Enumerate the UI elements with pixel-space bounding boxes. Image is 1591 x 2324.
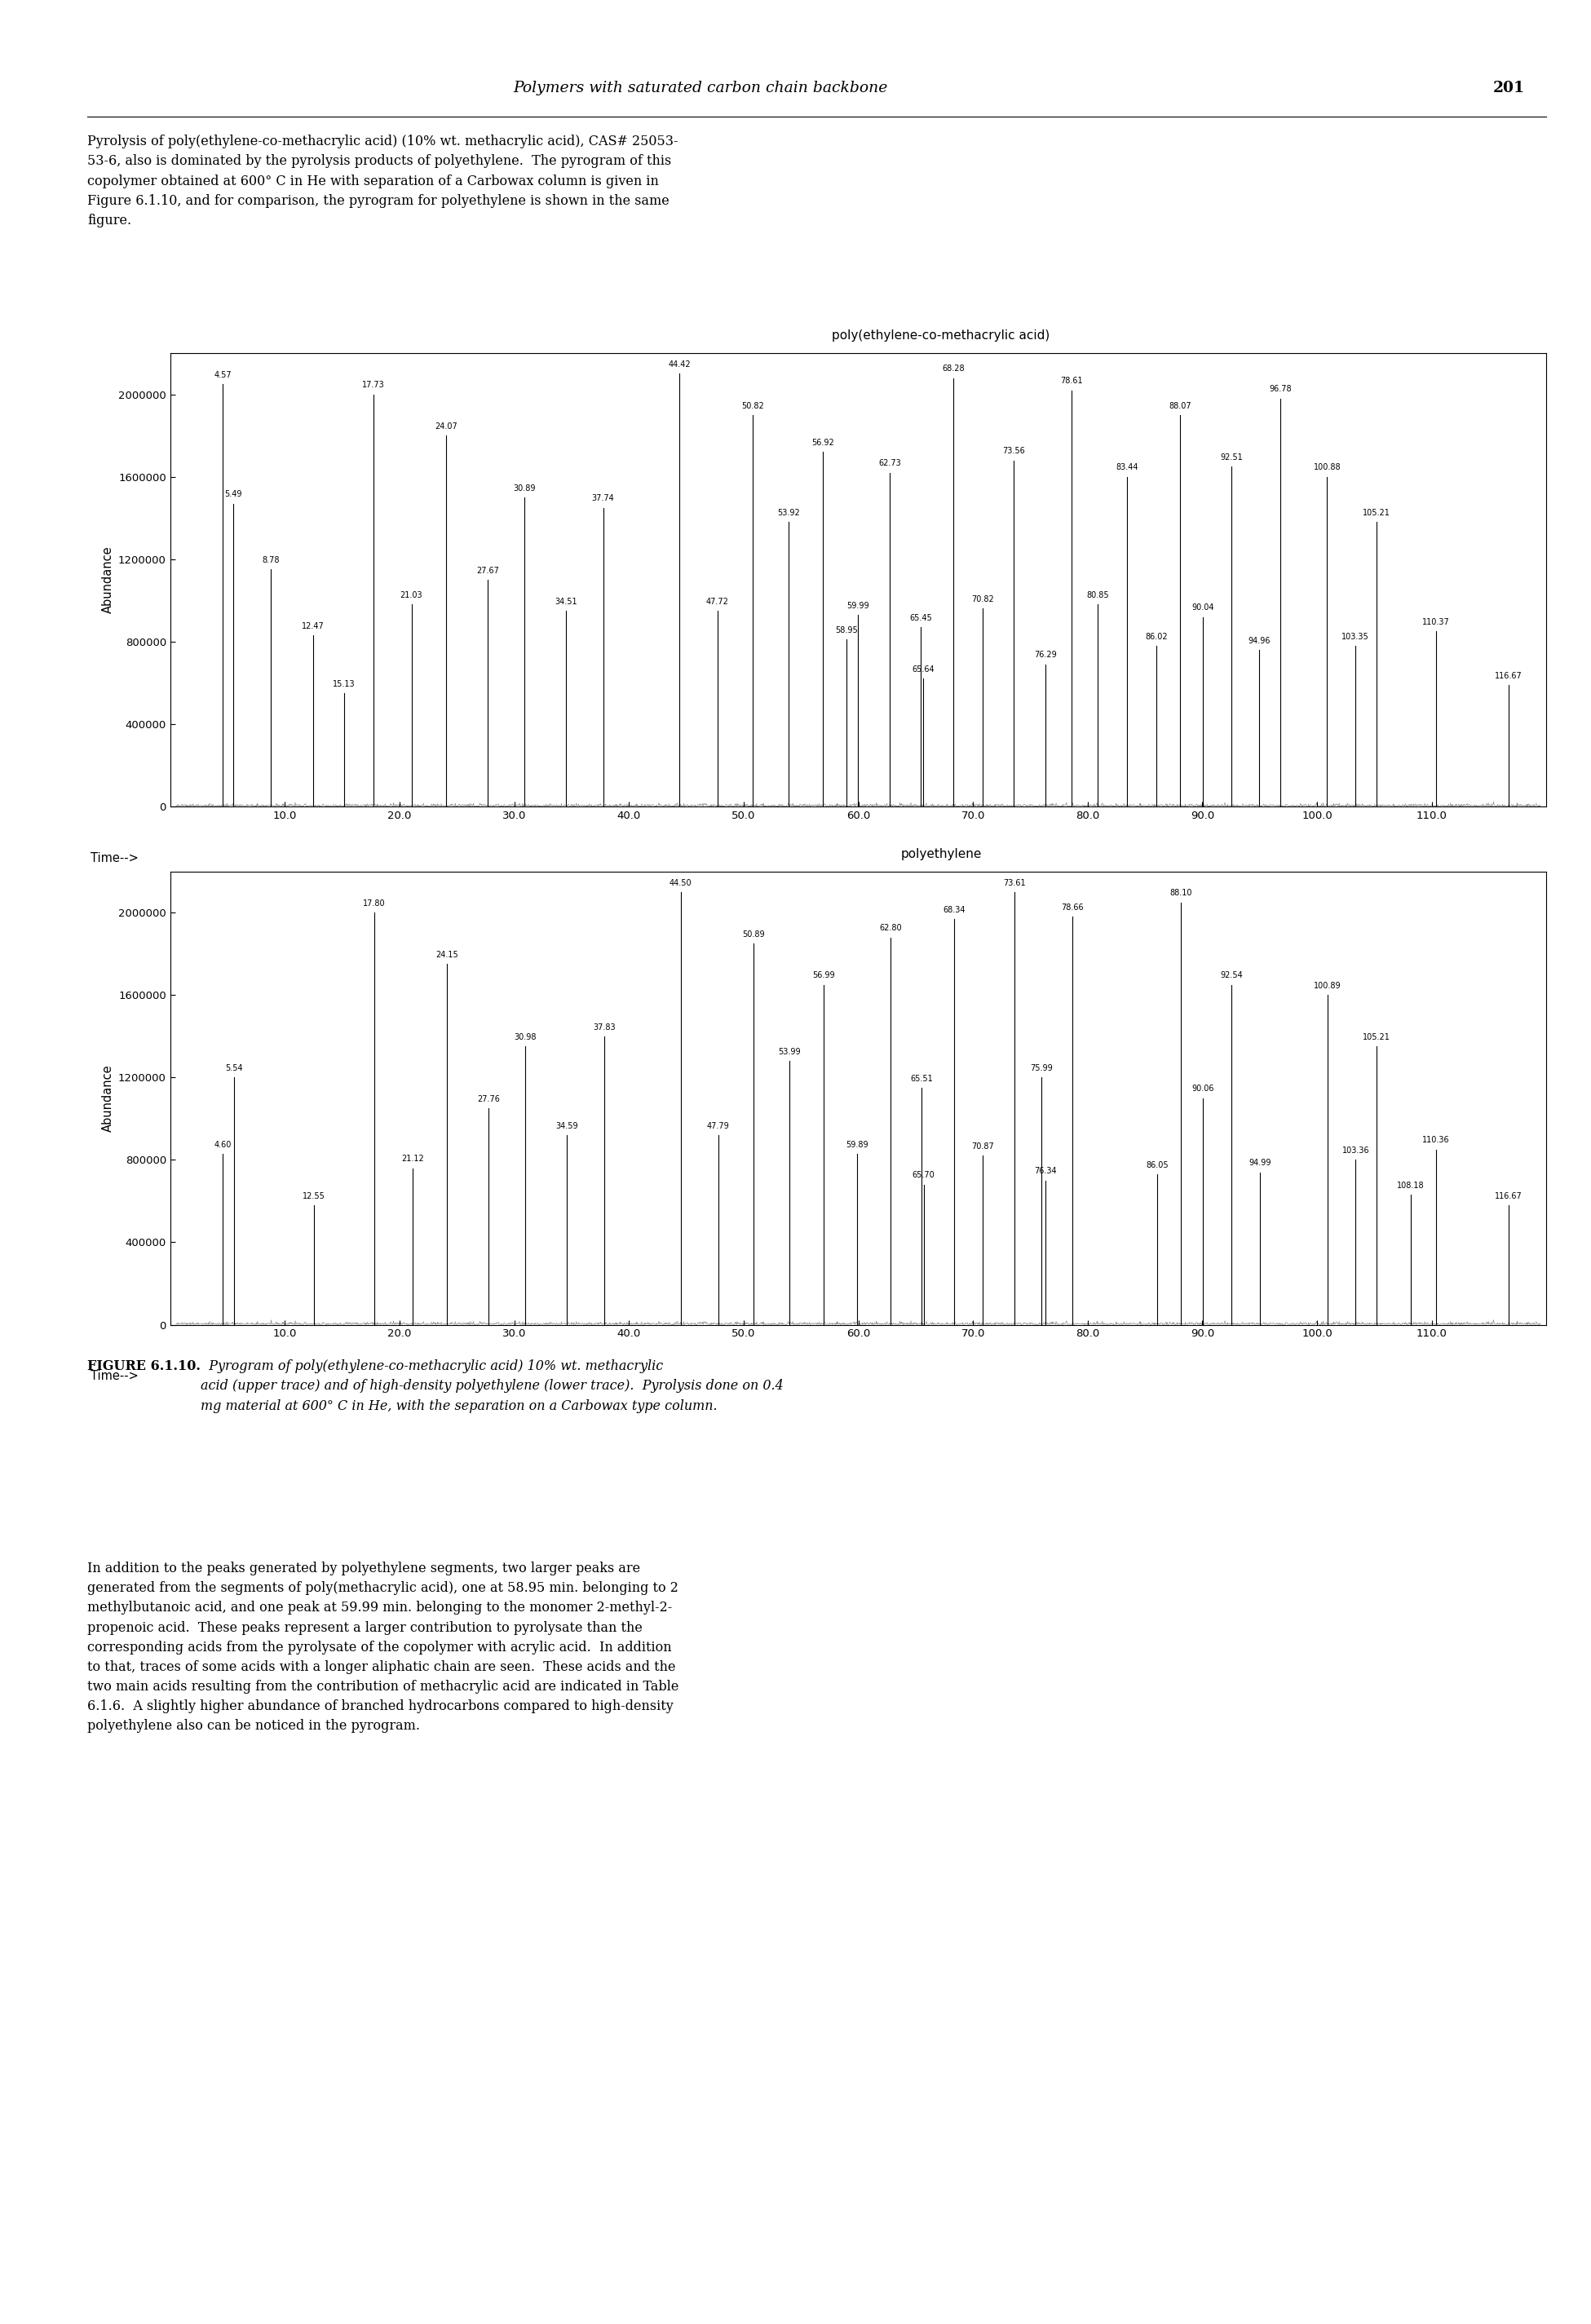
- Text: 80.85: 80.85: [1087, 590, 1109, 600]
- Text: 88.10: 88.10: [1169, 890, 1192, 897]
- Text: Polymers with saturated carbon chain backbone: Polymers with saturated carbon chain bac…: [512, 81, 888, 95]
- Text: 76.34: 76.34: [1034, 1167, 1056, 1176]
- Text: 8.78: 8.78: [263, 555, 280, 565]
- Text: 50.89: 50.89: [743, 930, 765, 939]
- Text: 68.34: 68.34: [943, 906, 966, 913]
- Text: 116.67: 116.67: [1494, 1192, 1523, 1199]
- Text: 68.28: 68.28: [942, 365, 964, 372]
- Text: 59.89: 59.89: [846, 1141, 869, 1148]
- Text: poly(ethylene-co-methacrylic acid): poly(ethylene-co-methacrylic acid): [832, 330, 1050, 342]
- Text: 12.47: 12.47: [302, 623, 325, 630]
- Text: 86.05: 86.05: [1146, 1162, 1168, 1169]
- Text: 83.44: 83.44: [1115, 462, 1139, 472]
- Text: 5.49: 5.49: [224, 490, 242, 497]
- Text: 90.06: 90.06: [1192, 1085, 1214, 1092]
- Text: 65.45: 65.45: [910, 614, 932, 623]
- Text: 4.57: 4.57: [213, 372, 231, 379]
- Text: 76.29: 76.29: [1034, 651, 1056, 660]
- Text: 70.82: 70.82: [971, 595, 994, 604]
- Text: 47.72: 47.72: [706, 597, 729, 607]
- Text: In addition to the peaks generated by polyethylene segments, two larger peaks ar: In addition to the peaks generated by po…: [88, 1562, 679, 1734]
- Text: 56.92: 56.92: [811, 439, 834, 446]
- Text: 12.55: 12.55: [302, 1192, 326, 1199]
- Text: 103.35: 103.35: [1341, 632, 1370, 641]
- Text: 96.78: 96.78: [1270, 386, 1292, 393]
- Text: 34.59: 34.59: [555, 1122, 578, 1129]
- Text: 110.36: 110.36: [1422, 1136, 1449, 1143]
- Text: 50.82: 50.82: [741, 402, 764, 409]
- Text: 62.80: 62.80: [880, 925, 902, 932]
- Text: 58.95: 58.95: [835, 625, 858, 634]
- Text: 21.03: 21.03: [401, 590, 423, 600]
- Text: 21.12: 21.12: [401, 1155, 423, 1162]
- Text: 56.99: 56.99: [813, 971, 835, 981]
- Text: 73.56: 73.56: [1002, 446, 1025, 456]
- Text: 78.61: 78.61: [1061, 376, 1083, 386]
- Text: 92.51: 92.51: [1220, 453, 1243, 462]
- Text: Pyrolysis of poly(ethylene-co-methacrylic acid) (10% wt. methacrylic acid), CAS#: Pyrolysis of poly(ethylene-co-methacryli…: [88, 135, 678, 228]
- Text: 75.99: 75.99: [1031, 1064, 1053, 1071]
- Text: 17.73: 17.73: [363, 381, 385, 390]
- Text: 65.70: 65.70: [912, 1171, 936, 1181]
- Text: 94.96: 94.96: [1247, 637, 1271, 644]
- Text: 30.98: 30.98: [514, 1034, 536, 1041]
- Text: 100.89: 100.89: [1314, 981, 1341, 990]
- Text: 108.18: 108.18: [1397, 1181, 1424, 1190]
- Text: 90.04: 90.04: [1192, 604, 1214, 611]
- Text: 24.15: 24.15: [436, 951, 458, 960]
- Text: 53.99: 53.99: [778, 1048, 800, 1055]
- Y-axis label: Abundance: Abundance: [102, 1064, 113, 1132]
- Text: 15.13: 15.13: [333, 681, 355, 688]
- Text: 70.87: 70.87: [972, 1143, 994, 1150]
- Text: 17.80: 17.80: [363, 899, 385, 909]
- Text: 103.36: 103.36: [1341, 1146, 1370, 1155]
- Text: 65.51: 65.51: [910, 1074, 932, 1083]
- Text: 100.88: 100.88: [1314, 462, 1341, 472]
- Text: 105.21: 105.21: [1363, 509, 1391, 516]
- Text: 4.60: 4.60: [215, 1141, 232, 1148]
- Text: 105.21: 105.21: [1363, 1034, 1391, 1041]
- Text: 34.51: 34.51: [555, 597, 578, 607]
- Text: 44.42: 44.42: [668, 360, 690, 370]
- Text: 53.92: 53.92: [778, 509, 800, 516]
- Y-axis label: Abundance: Abundance: [102, 546, 113, 614]
- Text: 78.66: 78.66: [1061, 904, 1083, 911]
- Text: Pyrogram of poly(ethylene-co-methacrylic acid) 10% wt. methacrylic
acid (upper t: Pyrogram of poly(ethylene-co-methacrylic…: [200, 1360, 784, 1413]
- Text: 92.54: 92.54: [1220, 971, 1243, 981]
- Text: 27.76: 27.76: [477, 1095, 500, 1104]
- Text: 88.07: 88.07: [1169, 402, 1192, 409]
- Text: 37.74: 37.74: [592, 495, 614, 502]
- Text: 30.89: 30.89: [514, 483, 536, 493]
- Text: Time-->: Time-->: [91, 853, 138, 865]
- Text: 110.37: 110.37: [1422, 618, 1449, 625]
- Text: 5.54: 5.54: [224, 1064, 242, 1071]
- Text: Time-->: Time-->: [91, 1371, 138, 1383]
- Text: polyethylene: polyethylene: [901, 848, 982, 860]
- Text: 94.99: 94.99: [1249, 1160, 1271, 1167]
- Text: 65.64: 65.64: [912, 665, 934, 674]
- Text: FIGURE 6.1.10.: FIGURE 6.1.10.: [88, 1360, 200, 1373]
- Text: 27.67: 27.67: [476, 567, 500, 574]
- Text: 44.50: 44.50: [670, 878, 692, 888]
- Text: 73.61: 73.61: [1004, 878, 1026, 888]
- Text: 86.02: 86.02: [1146, 632, 1168, 641]
- Text: 201: 201: [1492, 81, 1524, 95]
- Text: 59.99: 59.99: [846, 602, 870, 609]
- Text: 62.73: 62.73: [878, 460, 901, 467]
- Text: 116.67: 116.67: [1494, 672, 1523, 679]
- Text: 24.07: 24.07: [434, 423, 458, 430]
- Text: 47.79: 47.79: [706, 1122, 730, 1129]
- Text: 37.83: 37.83: [593, 1023, 616, 1032]
